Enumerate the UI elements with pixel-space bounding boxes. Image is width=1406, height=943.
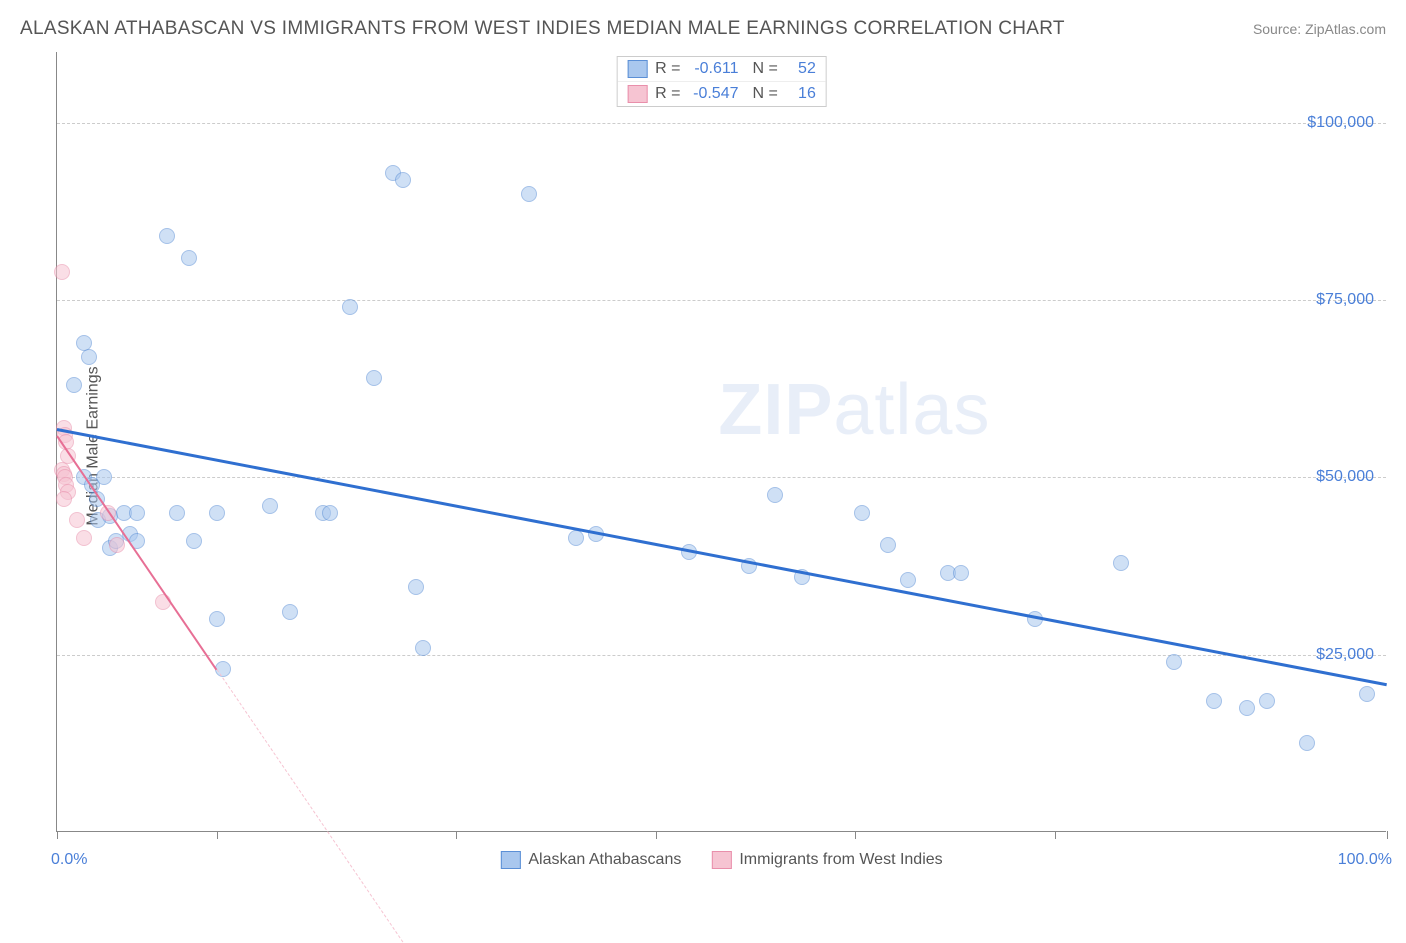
legend-swatch — [627, 60, 647, 78]
y-tick-label: $75,000 — [1316, 291, 1374, 309]
x-tick-label: 100.0% — [1338, 851, 1392, 869]
gridline-h — [57, 477, 1386, 478]
data-point — [66, 377, 82, 393]
data-point — [159, 228, 175, 244]
x-tick — [456, 831, 457, 839]
data-point — [186, 533, 202, 549]
data-point — [54, 264, 70, 280]
stats-legend-row: R = -0.547 N = 16 — [617, 81, 826, 106]
chart-title: ALASKAN ATHABASCAN VS IMMIGRANTS FROM WE… — [20, 18, 1065, 40]
data-point — [900, 572, 916, 588]
gridline-h — [57, 300, 1386, 301]
trend-line-extrapolated — [216, 669, 403, 943]
legend-label: Immigrants from West Indies — [739, 851, 942, 869]
y-tick-label: $25,000 — [1316, 646, 1374, 664]
data-point — [181, 250, 197, 266]
x-tick — [1055, 831, 1056, 839]
data-point — [1206, 693, 1222, 709]
data-point — [209, 611, 225, 627]
data-point — [366, 370, 382, 386]
y-tick-label: $50,000 — [1316, 468, 1374, 486]
data-point — [342, 299, 358, 315]
stats-legend: R = -0.611 N = 52 R = -0.547 N = 16 — [616, 56, 827, 107]
data-point — [1259, 693, 1275, 709]
trend-line — [56, 435, 217, 670]
series-legend: Alaskan Athabascans Immigrants from West … — [500, 851, 942, 869]
data-point — [953, 565, 969, 581]
data-point — [1166, 654, 1182, 670]
stat-r-label: R = — [655, 60, 680, 78]
data-point — [109, 537, 125, 553]
data-point — [96, 469, 112, 485]
stat-r-label: R = — [655, 85, 680, 103]
chart-header: ALASKAN ATHABASCAN VS IMMIGRANTS FROM WE… — [20, 18, 1386, 40]
data-point — [1239, 700, 1255, 716]
data-point — [129, 505, 145, 521]
data-point — [880, 537, 896, 553]
plot-area: ZIPatlas R =-0.611N =52R =-0.547N =16 Al… — [56, 52, 1386, 832]
x-tick — [217, 831, 218, 839]
data-point — [56, 491, 72, 507]
data-point — [568, 530, 584, 546]
stat-r-value: -0.611 — [689, 60, 739, 78]
gridline-h — [57, 123, 1386, 124]
data-point — [521, 186, 537, 202]
x-tick — [1387, 831, 1388, 839]
data-point — [1359, 686, 1375, 702]
watermark: ZIPatlas — [718, 369, 990, 451]
stats-legend-row: R = -0.611 N = 52 — [617, 57, 826, 81]
x-tick-label: 0.0% — [51, 851, 87, 869]
data-point — [1113, 555, 1129, 571]
gridline-h — [57, 655, 1386, 656]
x-tick — [656, 831, 657, 839]
legend-item: Immigrants from West Indies — [711, 851, 942, 869]
x-tick — [855, 831, 856, 839]
data-point — [854, 505, 870, 521]
data-point — [81, 349, 97, 365]
data-point — [395, 172, 411, 188]
trend-line — [57, 428, 1387, 686]
data-point — [767, 487, 783, 503]
legend-item: Alaskan Athabascans — [500, 851, 681, 869]
data-point — [69, 512, 85, 528]
data-point — [76, 530, 92, 546]
data-point — [262, 498, 278, 514]
legend-swatch — [711, 851, 731, 869]
stat-r-value: -0.547 — [689, 85, 739, 103]
legend-label: Alaskan Athabascans — [528, 851, 681, 869]
source-attribution: Source: ZipAtlas.com — [1253, 21, 1386, 37]
legend-swatch — [627, 85, 647, 103]
data-point — [169, 505, 185, 521]
data-point — [408, 579, 424, 595]
y-tick-label: $100,000 — [1307, 114, 1374, 132]
data-point — [209, 505, 225, 521]
stat-n-value: 16 — [786, 85, 816, 103]
data-point — [1299, 735, 1315, 751]
x-tick — [57, 831, 58, 839]
data-point — [322, 505, 338, 521]
stat-n-value: 52 — [786, 60, 816, 78]
stat-n-label: N = — [753, 60, 778, 78]
data-point — [415, 640, 431, 656]
legend-swatch — [500, 851, 520, 869]
data-point — [282, 604, 298, 620]
stat-n-label: N = — [753, 85, 778, 103]
